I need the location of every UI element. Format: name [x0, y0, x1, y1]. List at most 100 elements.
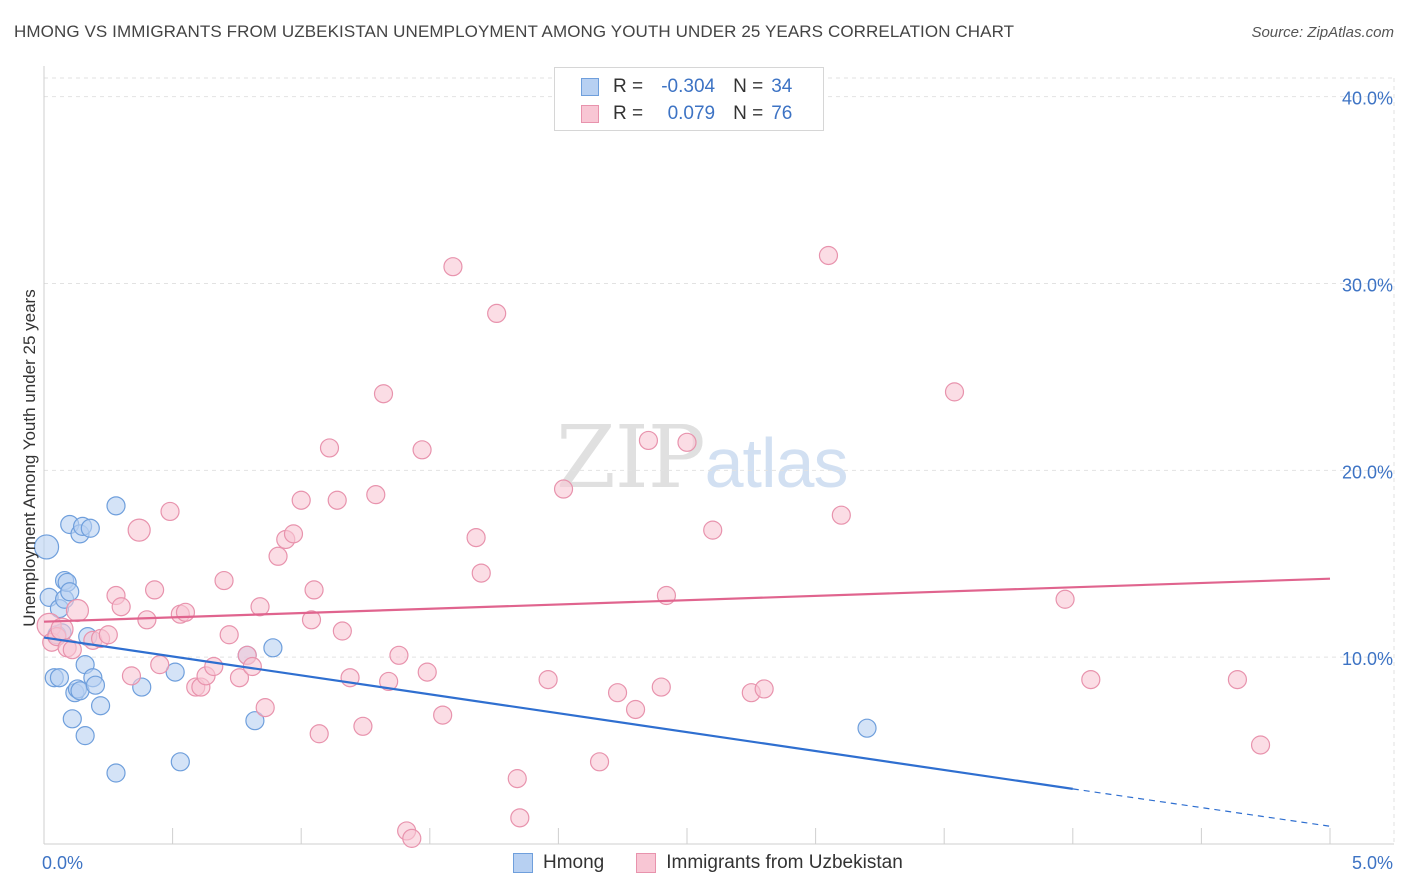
series-legend: Hmong Immigrants from Uzbekistan	[513, 852, 935, 874]
data-points	[33, 245, 1271, 848]
x-tick-label-min: 0.0%	[42, 853, 83, 873]
chart-title: HMONG VS IMMIGRANTS FROM UZBEKISTAN UNEM…	[14, 22, 1015, 41]
hmong-point	[857, 718, 877, 738]
uzbek-point	[255, 698, 275, 718]
uzbek-point	[607, 683, 628, 703]
source-credit: Source: ZipAtlas.com	[1251, 24, 1394, 41]
hmong-r-value: -0.304	[661, 76, 716, 97]
watermark: ZIPatlas	[556, 408, 849, 508]
uzbek-point	[111, 597, 131, 617]
uzbek-legend-label: Immigrants from Uzbekistan	[666, 852, 903, 873]
watermark-atlas: atlas	[704, 424, 849, 502]
uzbek-swatch	[581, 105, 599, 123]
uzbek-r-value: 0.079	[667, 103, 716, 124]
hmong-swatch	[581, 78, 599, 96]
uzbek-point	[204, 656, 224, 677]
uzbek-point	[304, 580, 324, 600]
uzbek-point	[379, 671, 399, 692]
y-tick-label: 40.0%	[1342, 89, 1393, 109]
uzbek-point	[1250, 735, 1271, 755]
hmong-n-label: N =	[733, 76, 764, 97]
uzbek-point	[443, 257, 463, 277]
legend-item-uzbek: Immigrants from Uzbekistan	[636, 852, 903, 874]
uzbek-point	[638, 430, 659, 451]
watermark-zip: ZIP	[556, 408, 706, 508]
hmong-point	[60, 582, 80, 602]
uzbek-point	[309, 724, 329, 744]
uzbek-point	[471, 563, 491, 583]
hmong-point	[170, 752, 190, 772]
uzbek-point	[137, 610, 157, 630]
hmong-trend-extension	[1072, 788, 1331, 827]
uzbek-point	[268, 546, 288, 566]
uzbek-point	[677, 432, 697, 452]
uzbek-point	[353, 716, 373, 736]
legend-row-hmong: R = -0.304 N = 34	[581, 74, 792, 100]
uzbek-point	[327, 490, 347, 510]
uzbek-point	[150, 655, 170, 675]
uzbek-point	[98, 625, 118, 645]
hmong-r-label: R =	[613, 76, 644, 97]
hmong-trend-line	[43, 636, 1073, 790]
uzbek-point	[127, 518, 151, 542]
hmong-legend-label: Hmong	[543, 852, 605, 873]
uzbek-point	[160, 501, 180, 522]
uzbek-point	[291, 490, 311, 510]
y-axis-label: Unemployment Among Youth under 25 years	[20, 289, 39, 627]
uzbek-point	[366, 485, 386, 505]
hmong-point	[75, 726, 95, 746]
hmong-point	[62, 709, 82, 729]
uzbek-point	[319, 438, 340, 458]
uzbek-point	[1081, 669, 1101, 690]
hmong-point	[33, 534, 60, 560]
uzbek-point	[589, 752, 610, 772]
uzbek-point	[818, 245, 839, 266]
uzbek-point	[1227, 669, 1248, 690]
hmong-point	[106, 496, 126, 516]
uzbek-point	[538, 669, 558, 690]
axes	[43, 66, 1394, 845]
hmong-point	[49, 668, 70, 688]
uzbek-point	[65, 598, 90, 623]
trend-lines	[43, 577, 1331, 827]
uzbek-point	[283, 524, 304, 544]
hmong-point	[245, 711, 265, 731]
uzbek-n-value: 76	[771, 103, 793, 124]
uzbek-point	[389, 645, 409, 665]
uzbek-point	[944, 382, 965, 402]
uzbek-point	[412, 440, 432, 460]
y-tick-label: 30.0%	[1342, 276, 1393, 296]
uzbek-point	[487, 303, 507, 324]
uzbek-point	[507, 769, 527, 789]
y-tick-label: 10.0%	[1342, 649, 1393, 669]
y-tick-label: 20.0%	[1342, 462, 1393, 482]
uzbek-legend-swatch	[636, 853, 657, 873]
uzbek-point	[121, 666, 142, 686]
hmong-point	[80, 518, 100, 538]
uzbek-point	[373, 384, 394, 404]
uzbek-point	[402, 828, 422, 848]
uzbek-point	[144, 580, 165, 600]
hmong-legend-swatch	[513, 853, 533, 873]
uzbek-point	[219, 625, 239, 645]
uzbek-point	[651, 677, 671, 697]
uzbek-r-label: R =	[613, 103, 644, 124]
grid-lines	[44, 77, 1395, 844]
tick-labels: 10.0% 20.0% 30.0% 40.0% 0.0% 5.0%	[42, 89, 1393, 873]
hmong-point	[90, 696, 111, 716]
uzbek-point	[214, 570, 234, 591]
hmong-n-value: 34	[771, 76, 793, 97]
uzbek-trend-line	[43, 577, 1331, 623]
uzbek-point	[332, 621, 352, 641]
legend-item-hmong: Hmong	[513, 852, 604, 874]
uzbek-point	[229, 668, 250, 688]
uzbek-point	[466, 527, 486, 548]
uzbek-point	[754, 679, 774, 699]
uzbek-point	[703, 520, 723, 540]
hmong-point	[106, 763, 126, 783]
uzbek-point	[301, 610, 322, 630]
hmong-point	[165, 662, 185, 682]
uzbek-point	[175, 602, 196, 622]
uzbek-point	[417, 662, 437, 682]
